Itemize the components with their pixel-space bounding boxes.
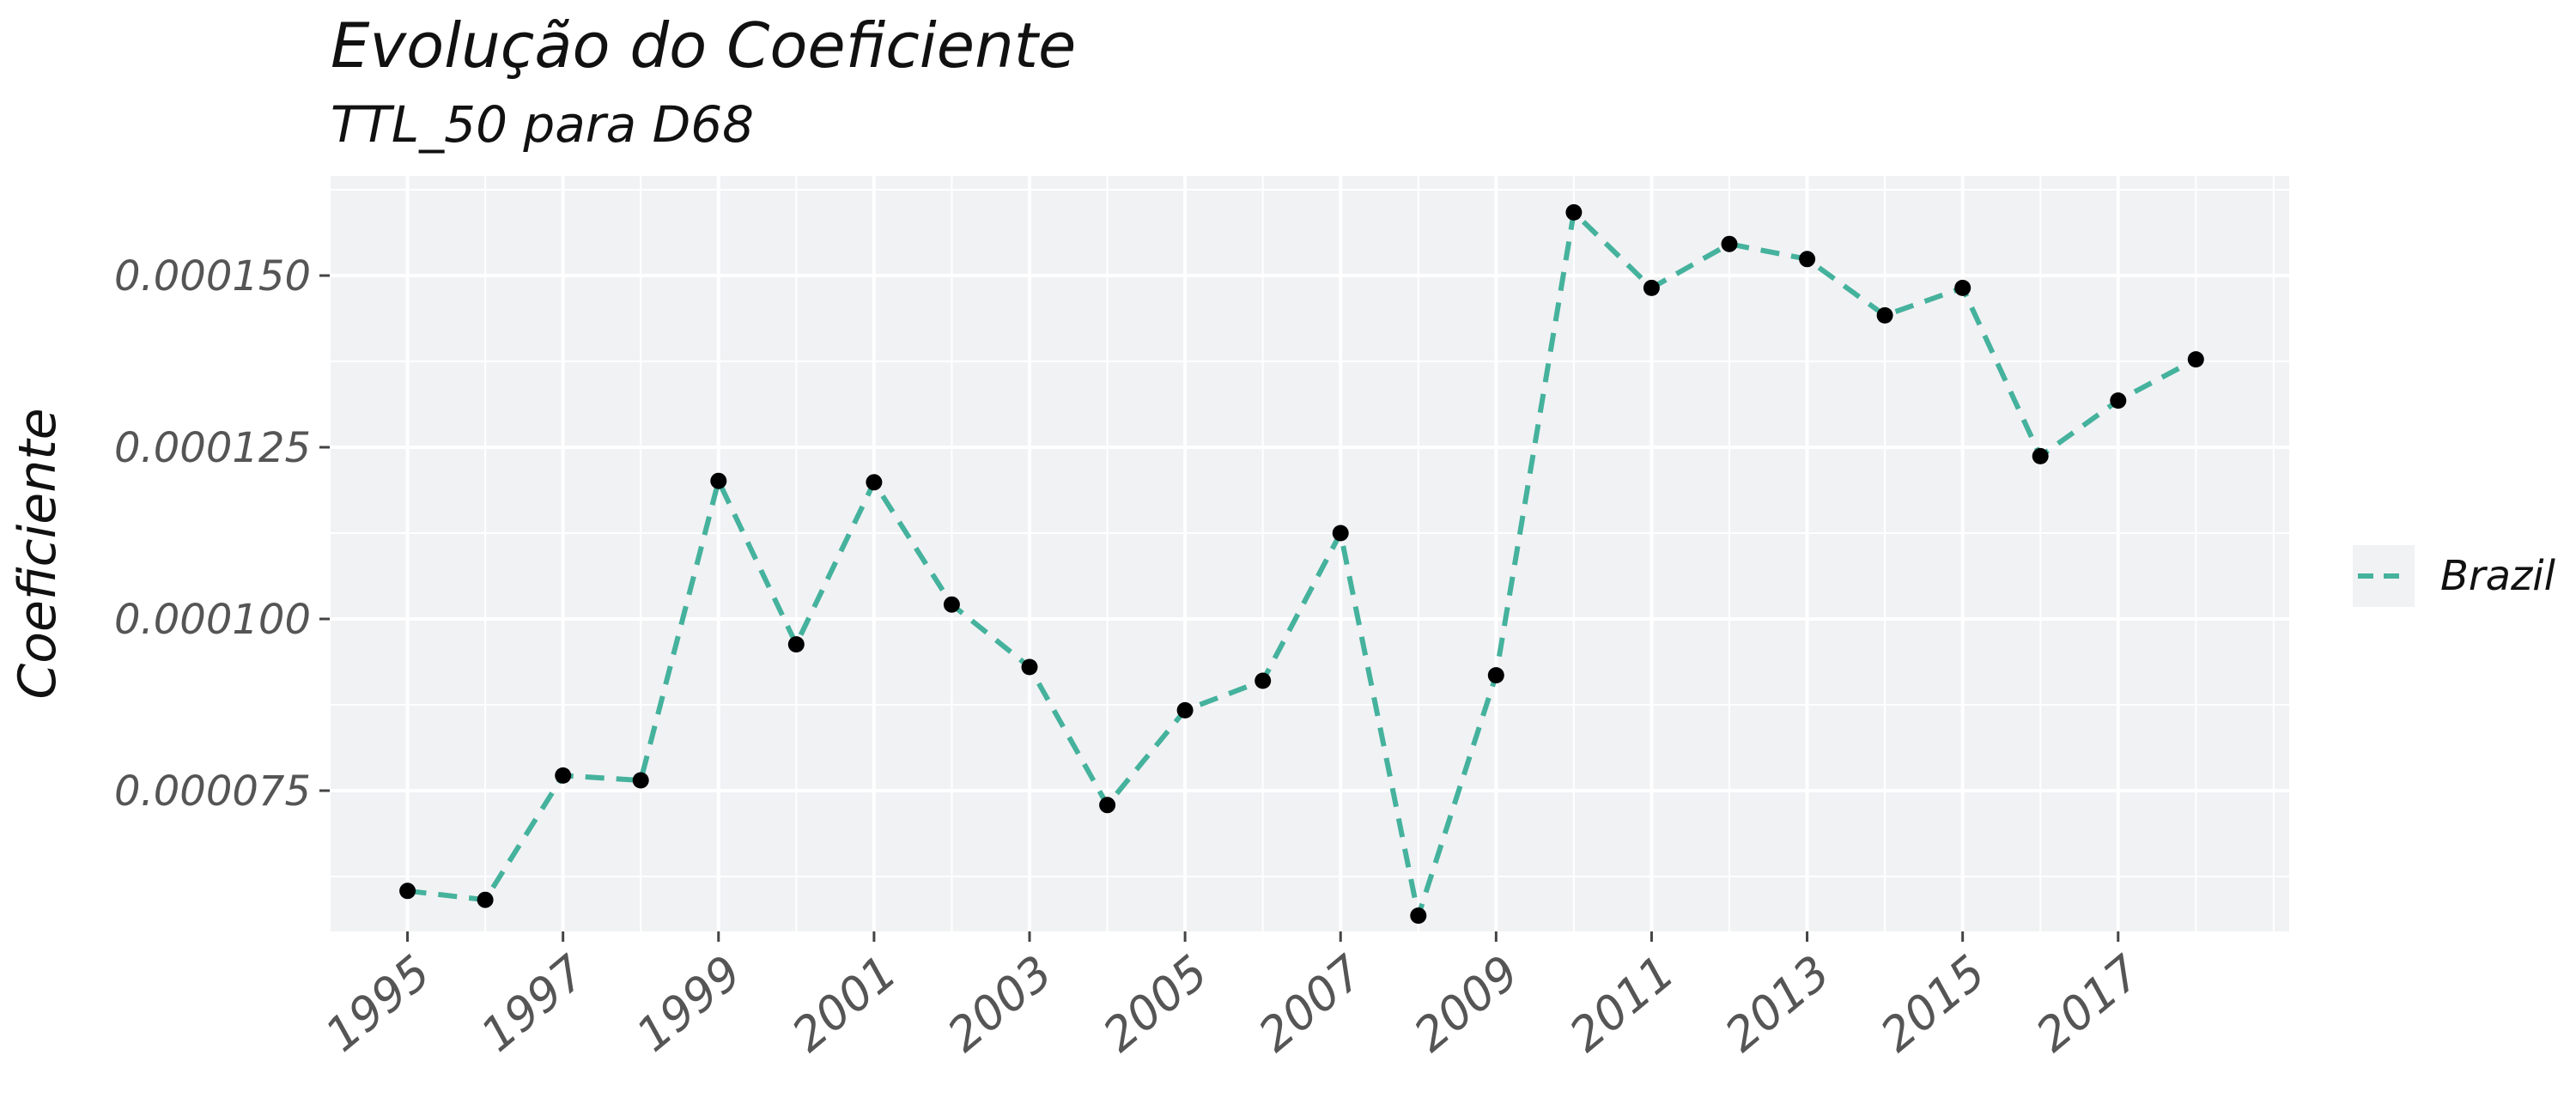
x-tick-label: 2011 (1559, 945, 1685, 1063)
data-point (2032, 447, 2049, 464)
data-point (1099, 797, 1116, 814)
data-point (632, 772, 649, 789)
legend-label-brazil: Brazil (2440, 552, 2556, 600)
x-tick-label: 2007 (1249, 945, 1374, 1063)
data-point (399, 882, 416, 900)
y-tick-label: 0.000075 (114, 767, 311, 816)
data-point (1487, 667, 1504, 684)
data-point (1332, 525, 1349, 542)
data-point (1721, 235, 1738, 252)
data-point (866, 474, 883, 491)
data-point (943, 596, 960, 613)
data-point (477, 891, 494, 908)
x-tick-label: 2013 (1715, 945, 1840, 1063)
x-tick-label: 2003 (938, 945, 1063, 1063)
y-tick-label: 0.000150 (114, 252, 311, 300)
plot-panel (330, 176, 2289, 931)
chart-subtitle: TTL_50 para D68 (331, 95, 754, 154)
series-points (399, 203, 2204, 925)
grid-major (330, 176, 2289, 931)
grid-minor (329, 176, 2289, 931)
series-lines (407, 209, 2197, 919)
series-line-brazil (407, 209, 2197, 919)
data-point (555, 767, 572, 784)
x-tick-label: 2005 (1093, 945, 1218, 1063)
x-tick-label: 2001 (781, 945, 907, 1063)
y-tick-label: 0.000125 (114, 424, 311, 472)
data-point (1876, 306, 1893, 324)
y-axis-label: Coeficiente (8, 408, 68, 699)
data-point (1255, 672, 1272, 689)
chart-title: Evolução do Coeficiente (331, 9, 1076, 82)
legend: Brazil (2353, 545, 2556, 607)
x-tick-label: 2017 (2026, 945, 2151, 1063)
x-tick-label: 2009 (1404, 945, 1529, 1063)
data-point (1410, 907, 1427, 925)
data-point (2187, 351, 2204, 368)
x-tick-labels: 1995 1997 1999 2001 2003 2005 2007 2009 2011 2013… (315, 945, 2151, 1063)
x-tick-label: 1997 (471, 945, 596, 1063)
data-point (1643, 279, 1660, 296)
y-tick-labels: 0.000075 0.000100 0.000125 0.000150 (114, 252, 311, 816)
x-tick-label: 1995 (315, 945, 440, 1063)
data-point (787, 636, 805, 653)
x-tick-label: 1999 (626, 945, 751, 1063)
data-point (1176, 701, 1194, 719)
data-point (1021, 658, 1038, 676)
data-point (1799, 251, 1816, 268)
y-tick-label: 0.000100 (114, 596, 311, 644)
x-tick-label: 2015 (1870, 945, 1996, 1063)
data-point (1954, 279, 1971, 296)
data-point (1565, 203, 1583, 221)
data-point (2110, 392, 2127, 409)
data-point (710, 472, 727, 489)
axis-ticks (319, 274, 2120, 942)
